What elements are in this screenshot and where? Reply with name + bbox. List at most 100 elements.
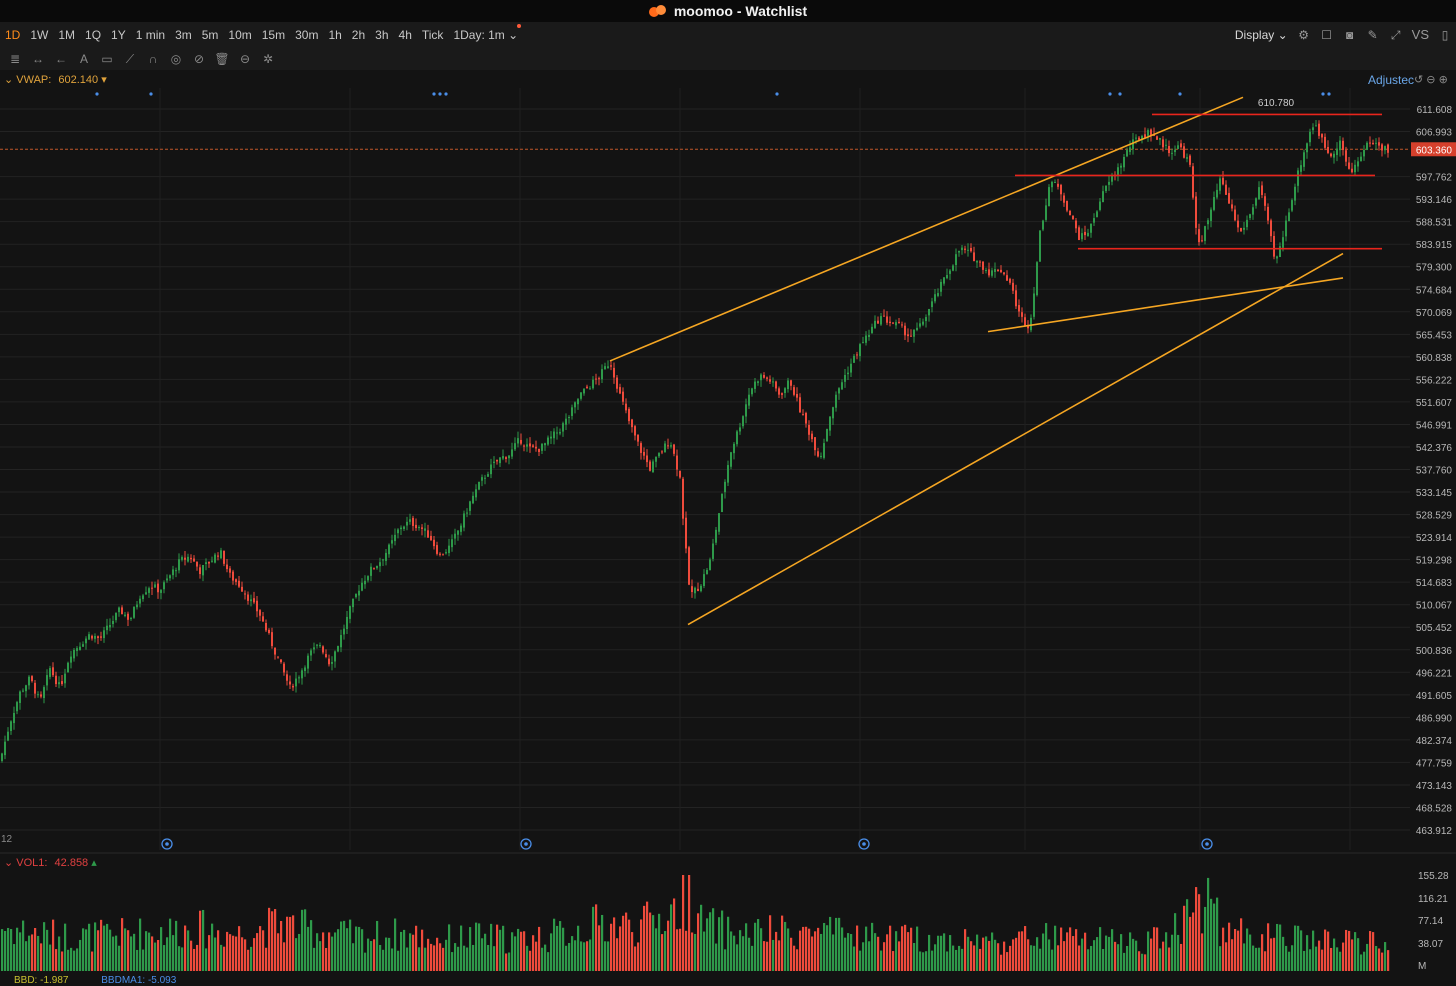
price-tick-label: 570.069 bbox=[1416, 308, 1453, 319]
volume-bar bbox=[529, 950, 532, 971]
reset-icon[interactable]: ↺ bbox=[1414, 74, 1424, 86]
candle-body bbox=[514, 443, 516, 450]
layout-square-icon[interactable]: ☐ bbox=[1321, 27, 1333, 42]
candle-body bbox=[1087, 232, 1089, 237]
volume-bar bbox=[52, 919, 55, 971]
display-button[interactable]: Display ⌄ bbox=[1235, 28, 1288, 42]
link-icon[interactable]: ⊖ bbox=[239, 51, 251, 66]
volume-bar bbox=[388, 937, 391, 971]
timeframe-3h[interactable]: 3h bbox=[375, 27, 389, 42]
volume-bar bbox=[1210, 898, 1213, 971]
candle-body bbox=[523, 445, 525, 447]
indicator-list-icon[interactable]: ≣ bbox=[9, 51, 21, 66]
text-tool-icon[interactable]: A bbox=[79, 51, 88, 66]
volume-bar bbox=[721, 910, 724, 971]
timeframe-10m[interactable]: 10m bbox=[228, 27, 252, 42]
volume-bar bbox=[220, 944, 223, 971]
volume-bar bbox=[538, 926, 541, 971]
candle-body bbox=[811, 433, 813, 440]
candle-body bbox=[409, 519, 411, 522]
volume-bar bbox=[991, 932, 994, 971]
volume-bar bbox=[64, 923, 67, 971]
candle-body bbox=[1273, 235, 1275, 257]
candle-body bbox=[841, 382, 843, 390]
candle-body bbox=[1105, 185, 1107, 192]
timeframe-5m[interactable]: 5m bbox=[201, 27, 219, 42]
settings-icon[interactable]: ✲ bbox=[262, 51, 274, 66]
price-tick-label: 533.145 bbox=[1416, 488, 1453, 499]
timeframe-1h[interactable]: 1h bbox=[328, 27, 342, 42]
volume-bar bbox=[865, 926, 868, 971]
timeframe-2h[interactable]: 2h bbox=[351, 27, 366, 42]
volume-bar bbox=[313, 947, 316, 971]
comment-icon[interactable]: ▭ bbox=[101, 51, 113, 66]
expand-icon[interactable]: ⤢ bbox=[1390, 27, 1401, 42]
candle-body bbox=[670, 445, 672, 447]
volume-bar bbox=[727, 916, 730, 971]
candle-body bbox=[307, 655, 309, 669]
candle-body bbox=[121, 607, 123, 615]
timeframe-4h[interactable]: 4h bbox=[398, 27, 412, 42]
timeframe-15m[interactable]: 15m bbox=[261, 27, 286, 42]
candle-body bbox=[448, 545, 450, 554]
volume-bar bbox=[880, 950, 883, 971]
range-icon[interactable]: ↔ bbox=[32, 51, 44, 66]
volume-bar bbox=[784, 921, 787, 971]
hide-icon[interactable]: ⊘ bbox=[193, 51, 205, 66]
eye-icon[interactable]: ◎ bbox=[170, 51, 182, 66]
candle-body bbox=[595, 378, 597, 380]
volume-bar bbox=[1249, 934, 1252, 971]
candle-body bbox=[1111, 175, 1113, 182]
timeframe-1y[interactable]: 1Y bbox=[111, 27, 126, 42]
timeframe-30m[interactable]: 30m bbox=[295, 27, 319, 42]
candle-body bbox=[214, 554, 216, 563]
gear-icon[interactable]: ⚙ bbox=[1298, 27, 1310, 42]
timeframe-1min[interactable]: 1 min bbox=[135, 27, 166, 42]
pencil-icon[interactable]: ✎ bbox=[1367, 27, 1378, 42]
volume-indicator[interactable]: ⌄ VOL1: 42.858 ▴ bbox=[4, 856, 97, 869]
candle-body bbox=[844, 374, 846, 382]
candle-body bbox=[535, 446, 537, 449]
volume-bar bbox=[457, 946, 460, 971]
candle-body bbox=[571, 407, 573, 416]
candle-body bbox=[1348, 162, 1350, 169]
price-tick-label: 510.067 bbox=[1416, 601, 1453, 612]
candle-body bbox=[109, 625, 111, 628]
timeframe-1q[interactable]: 1Q bbox=[85, 27, 102, 42]
candle-body bbox=[157, 583, 159, 593]
line-tool-icon[interactable]: ⟋ bbox=[125, 51, 135, 66]
candle-body bbox=[1138, 137, 1140, 140]
candle-body bbox=[163, 582, 165, 590]
candle-body bbox=[118, 607, 120, 613]
candle-body bbox=[355, 593, 357, 598]
candle-body bbox=[655, 456, 657, 462]
timeframe-tick[interactable]: Tick bbox=[421, 27, 444, 42]
timeframe-1w[interactable]: 1W bbox=[30, 27, 49, 42]
volume-bar bbox=[958, 945, 961, 971]
candle-body bbox=[925, 317, 927, 322]
volume-bar bbox=[571, 936, 574, 971]
volume-bar bbox=[685, 930, 688, 971]
adjusted-toggle[interactable]: Adjustec bbox=[1368, 73, 1415, 87]
timeframe-3m[interactable]: 3m bbox=[175, 27, 192, 42]
vwap-indicator[interactable]: ⌄ VWAP: 602.140 ▾ bbox=[4, 73, 107, 86]
zoom-out-icon[interactable]: ⊖ bbox=[1426, 74, 1436, 86]
timeframe-1day-1m[interactable]: 1Day: 1m ⌄ bbox=[448, 23, 523, 42]
timeframe-1m[interactable]: 1M bbox=[58, 27, 76, 42]
volume-bar bbox=[229, 934, 232, 971]
candle-body bbox=[280, 659, 282, 663]
timeframe-1d[interactable]: 1D bbox=[5, 27, 21, 42]
volume-bar bbox=[385, 937, 388, 971]
magnet-icon[interactable]: ∩ bbox=[148, 51, 158, 66]
panel-toggle-icon[interactable]: ▯ bbox=[1441, 27, 1449, 42]
candle-body bbox=[1381, 144, 1383, 151]
zoom-in-icon[interactable]: ⊕ bbox=[1438, 74, 1448, 86]
compare-vs-button[interactable]: VS bbox=[1411, 27, 1429, 42]
camera-icon[interactable]: ◙ bbox=[1346, 27, 1354, 42]
undo-arrow-icon[interactable]: ← bbox=[55, 51, 67, 66]
volume-bar bbox=[217, 930, 220, 971]
candle-body bbox=[445, 552, 447, 554]
volume-bar bbox=[478, 923, 481, 971]
trash-icon[interactable]: 🗑 bbox=[214, 51, 230, 66]
price-chart[interactable]: 12 610.780 611.608 606.993 597.762 593.146 5… bbox=[0, 70, 1456, 975]
